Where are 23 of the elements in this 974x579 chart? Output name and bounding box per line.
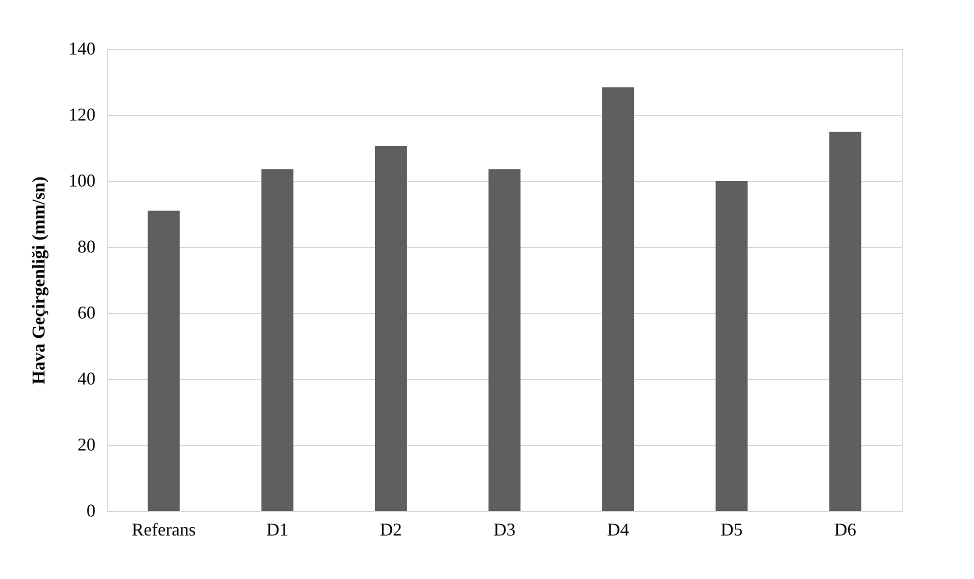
bar — [602, 87, 634, 511]
y-tick-label: 60 — [78, 302, 96, 322]
bar — [829, 132, 862, 511]
bar — [374, 146, 407, 511]
x-tick-label: D2 — [380, 520, 402, 540]
y-tick-label: 80 — [78, 236, 96, 256]
y-tick-label: 100 — [68, 170, 96, 190]
bar — [488, 169, 520, 511]
y-axis-title: Hava Geçirgenliği (mm/sn) — [28, 176, 48, 384]
x-tick-label: D4 — [607, 520, 630, 540]
bar — [261, 169, 294, 511]
y-tick-label: 0 — [86, 500, 96, 520]
y-tick-label: 120 — [68, 104, 96, 124]
y-tick-label: 40 — [78, 368, 96, 388]
y-tick-label: 140 — [68, 38, 96, 58]
x-tick-label: D6 — [834, 520, 856, 540]
y-tick-label: 20 — [78, 434, 96, 454]
x-tick-label: D5 — [720, 520, 743, 540]
x-tick-label: D3 — [494, 520, 516, 540]
x-tick-label: Referans — [132, 520, 196, 540]
bar — [716, 181, 748, 511]
bar — [148, 210, 180, 511]
x-tick-label: D1 — [266, 520, 288, 540]
